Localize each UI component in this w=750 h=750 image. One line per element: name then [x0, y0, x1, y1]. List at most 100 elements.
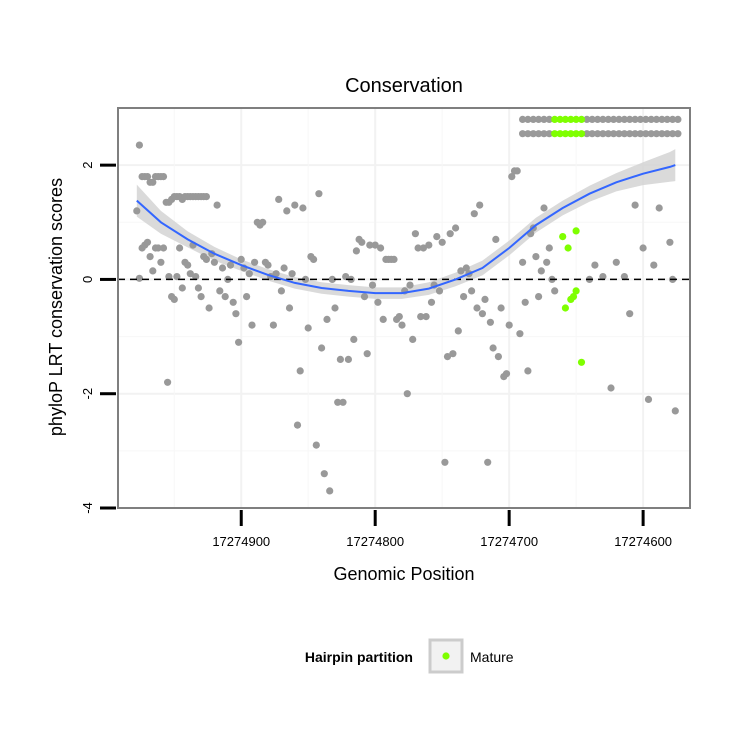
point-other [443, 353, 452, 361]
point-other [197, 293, 205, 301]
point-other [218, 264, 227, 272]
point-other [366, 241, 374, 249]
point-other [164, 378, 172, 386]
point-other [441, 458, 449, 466]
point-other [216, 287, 224, 295]
point-other [535, 130, 543, 138]
plot-marks [118, 115, 690, 495]
point-other [532, 253, 540, 261]
point-other [323, 315, 331, 323]
point-mature [561, 115, 570, 123]
point-other [178, 284, 186, 292]
point-other [669, 130, 677, 138]
point-other [232, 310, 240, 318]
point-other [165, 273, 173, 281]
legend: Hairpin partition Mature [305, 638, 514, 674]
point-other [210, 258, 218, 266]
point-other [540, 115, 548, 123]
point-other [497, 304, 505, 312]
point-other [642, 130, 650, 138]
point-other [620, 130, 629, 138]
point-other [599, 115, 607, 123]
point-other [342, 273, 350, 281]
point-mature [572, 130, 580, 138]
point-other [594, 115, 602, 123]
point-other [652, 115, 661, 123]
point-other [398, 321, 406, 329]
point-other [202, 193, 210, 201]
legend-key-mature [428, 638, 464, 674]
point-mature [577, 115, 586, 123]
y-axis-label: phyloP LRT conservation scores [46, 178, 66, 436]
point-other [248, 321, 256, 329]
point-other [519, 115, 527, 123]
point-other [452, 224, 460, 232]
point-other [543, 258, 551, 266]
point-other [173, 273, 181, 281]
point-other [379, 315, 387, 323]
point-other [502, 370, 511, 378]
point-other [615, 115, 623, 123]
point-other [631, 115, 639, 123]
point-other [315, 190, 323, 198]
point-other [594, 130, 602, 138]
point-other [647, 115, 655, 123]
point-mature [556, 115, 564, 123]
point-other [588, 130, 596, 138]
point-other [149, 178, 157, 186]
point-other [301, 275, 310, 283]
point-other [529, 115, 537, 123]
point-other [395, 313, 403, 321]
point-other [486, 318, 494, 326]
point-other [644, 395, 653, 403]
point-other [449, 350, 457, 358]
point-other [159, 173, 168, 181]
point-other [336, 355, 344, 363]
point-other [647, 130, 655, 138]
point-other [669, 115, 677, 123]
point-other [631, 130, 639, 138]
point-other [626, 130, 634, 138]
point-other [591, 261, 599, 269]
point-other [639, 244, 647, 252]
point-other [551, 287, 559, 295]
point-other [620, 115, 629, 123]
point-other [194, 284, 202, 292]
point-other [610, 130, 618, 138]
point-mature [567, 115, 575, 123]
point-other [599, 273, 607, 281]
point-other [652, 130, 661, 138]
point-mature [561, 130, 570, 138]
point-other [519, 258, 527, 266]
point-other [277, 287, 285, 295]
point-other [296, 367, 304, 375]
chart-title: Conservation [345, 75, 463, 97]
point-other [414, 244, 422, 252]
point-other [626, 115, 634, 123]
point-other [170, 295, 178, 303]
x-tick-label: 17274800 [346, 534, 404, 549]
point-other [205, 304, 213, 312]
point-other [339, 398, 347, 406]
point-other [245, 270, 253, 278]
point-other [615, 130, 623, 138]
point-other [658, 115, 666, 123]
point-other [328, 275, 336, 283]
panel-border [117, 107, 691, 509]
point-other [524, 367, 532, 375]
point-other [192, 273, 200, 281]
point-other [143, 173, 152, 181]
point-other [663, 130, 671, 138]
point-other [599, 130, 607, 138]
point-other [299, 204, 307, 212]
point-mature [567, 130, 575, 138]
point-other [642, 115, 650, 123]
x-axis-label: Genomic Position [333, 564, 474, 584]
point-other [318, 344, 326, 352]
point-other [406, 281, 414, 289]
point-other [454, 327, 462, 335]
point-other [149, 267, 157, 275]
point-other [352, 247, 360, 255]
point-mature [559, 233, 567, 241]
point-other [358, 238, 366, 246]
